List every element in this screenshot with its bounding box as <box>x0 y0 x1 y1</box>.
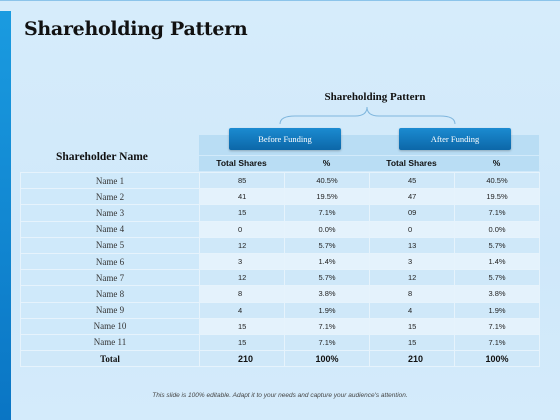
after-percent-cell: 1.9% <box>454 301 540 319</box>
after-percent-header: % <box>454 156 539 171</box>
before-total-shares-cell: 12 <box>199 269 285 287</box>
left-accent-bar <box>0 11 11 420</box>
after-total-shares-cell: 8 <box>369 285 455 303</box>
before-percent-cell: 5.7% <box>284 236 370 254</box>
after-percent-cell: 19.5% <box>454 188 540 206</box>
page-title: Shareholding Pattern <box>24 18 248 40</box>
before-total-shares-cell: 4 <box>199 301 285 319</box>
shareholder-name-cell: Name 7 <box>20 269 200 287</box>
after-total-shares-cell: 15 <box>369 317 455 335</box>
after-percent-cell: 1.4% <box>454 252 540 271</box>
before-total-shares-sum: 210 <box>199 350 285 368</box>
shareholder-name-cell: Name 4 <box>20 220 200 238</box>
before-percent-cell: 1.4% <box>284 252 370 271</box>
after-percent-cell: 5.7% <box>454 269 540 287</box>
table-row: Name 4 0 0.0% 0 0.0% <box>20 220 540 238</box>
shareholder-name-header: Shareholder Name <box>56 151 148 163</box>
after-percent-cell: 40.5% <box>454 171 540 190</box>
shareholder-name-cell: Name 9 <box>20 301 200 319</box>
table-row: Name 5 12 5.7% 13 5.7% <box>20 236 540 254</box>
table-row: Name 10 15 7.1% 15 7.1% <box>20 317 540 335</box>
after-percent-cell: 7.1% <box>454 317 540 335</box>
before-funding-header: Before Funding <box>229 128 341 150</box>
after-total-shares-cell: 4 <box>369 301 455 319</box>
before-percent-sum: 100% <box>284 350 370 368</box>
before-percent-header: % <box>284 156 369 171</box>
before-total-shares-cell: 12 <box>199 236 285 254</box>
after-total-shares-cell: 45 <box>369 171 455 190</box>
table-row: Name 7 12 5.7% 12 5.7% <box>20 269 540 287</box>
before-total-shares-header: Total Shares <box>199 156 284 171</box>
shareholder-name-cell: Name 11 <box>20 333 200 352</box>
table-row: Name 9 4 1.9% 4 1.9% <box>20 301 540 319</box>
shareholder-name-cell: Name 3 <box>20 204 200 222</box>
table-caption: Shareholding Pattern <box>324 91 426 103</box>
before-percent-cell: 7.1% <box>284 333 370 352</box>
total-row: Total 210 100% 210 100% <box>20 350 540 368</box>
shareholder-name-cell: Name 5 <box>20 236 200 254</box>
before-percent-cell: 1.9% <box>284 301 370 319</box>
after-total-shares-cell: 12 <box>369 269 455 287</box>
after-percent-cell: 3.8% <box>454 285 540 303</box>
shareholder-name-cell: Name 10 <box>20 317 200 335</box>
table-row: Name 2 41 19.5% 47 19.5% <box>20 188 540 206</box>
before-total-shares-cell: 15 <box>199 317 285 335</box>
before-percent-cell: 7.1% <box>284 204 370 222</box>
before-total-shares-cell: 15 <box>199 204 285 222</box>
table-row: Name 3 15 7.1% 09 7.1% <box>20 204 540 222</box>
after-percent-cell: 7.1% <box>454 204 540 222</box>
before-percent-cell: 40.5% <box>284 171 370 190</box>
after-total-shares-cell: 3 <box>369 252 455 271</box>
after-percent-cell: 5.7% <box>454 236 540 254</box>
before-percent-cell: 7.1% <box>284 317 370 335</box>
shareholder-name-cell: Name 8 <box>20 285 200 303</box>
table-row: Name 1 85 40.5% 45 40.5% <box>20 171 540 190</box>
shareholding-table: Name 1 85 40.5% 45 40.5% Name 2 41 19.5% 47 19.5%… <box>20 171 540 368</box>
after-total-shares-header: Total Shares <box>369 156 454 171</box>
total-label-cell: Total <box>20 350 200 368</box>
table-row: Name 11 15 7.1% 15 7.1% <box>20 333 540 352</box>
after-total-shares-cell: 47 <box>369 188 455 206</box>
after-percent-cell: 7.1% <box>454 333 540 352</box>
shareholder-name-cell: Name 1 <box>20 171 200 190</box>
after-funding-header: After Funding <box>399 128 511 150</box>
before-total-shares-cell: 8 <box>199 285 285 303</box>
after-total-shares-sum: 210 <box>369 350 455 368</box>
after-percent-cell: 0.0% <box>454 220 540 238</box>
shareholder-name-cell: Name 2 <box>20 188 200 206</box>
curly-brace-icon <box>279 106 456 125</box>
footnote: This slide is 100% editable. Adapt it to… <box>152 392 408 399</box>
after-total-shares-cell: 13 <box>369 236 455 254</box>
before-percent-cell: 0.0% <box>284 220 370 238</box>
before-total-shares-cell: 15 <box>199 333 285 352</box>
before-total-shares-cell: 3 <box>199 252 285 271</box>
after-total-shares-cell: 09 <box>369 204 455 222</box>
table-row: Name 8 8 3.8% 8 3.8% <box>20 285 540 303</box>
shareholder-name-cell: Name 6 <box>20 252 200 271</box>
after-total-shares-cell: 15 <box>369 333 455 352</box>
before-percent-cell: 3.8% <box>284 285 370 303</box>
before-total-shares-cell: 85 <box>199 171 285 190</box>
before-total-shares-cell: 41 <box>199 188 285 206</box>
before-percent-cell: 5.7% <box>284 269 370 287</box>
table-row: Name 6 3 1.4% 3 1.4% <box>20 252 540 271</box>
after-total-shares-cell: 0 <box>369 220 455 238</box>
before-total-shares-cell: 0 <box>199 220 285 238</box>
before-percent-cell: 19.5% <box>284 188 370 206</box>
after-percent-sum: 100% <box>454 350 540 368</box>
